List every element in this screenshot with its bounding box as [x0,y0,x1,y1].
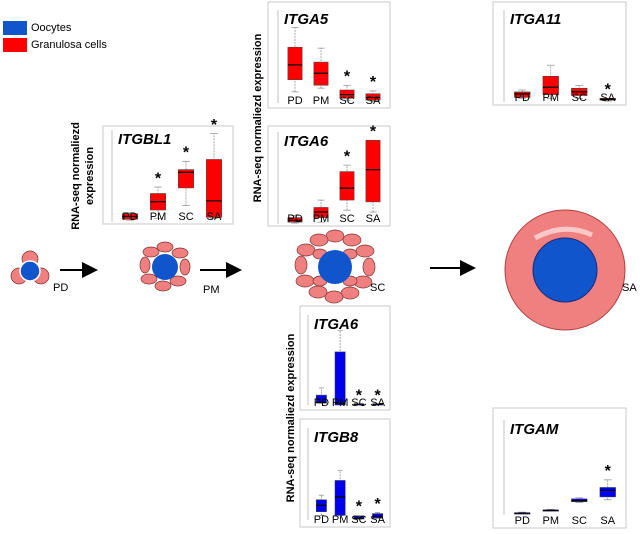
y-axis-label: RNA-seq normaliezd expression [285,333,297,502]
box [339,171,355,201]
x-tick-label: PD [515,92,530,104]
stage-label: PM [203,284,220,296]
significance-star: * [375,387,382,404]
x-tick-label: PM [313,213,330,225]
legend-swatch [3,21,27,35]
follicle-diagram [10,209,626,331]
panel-title: ITGAM [510,421,559,438]
y-axis-label: expression [84,147,96,205]
panel-title: ITGA6 [284,133,329,150]
significance-star: * [370,123,377,140]
x-tick-label: SA [370,514,385,526]
x-tick-label: PD [287,213,302,225]
box [365,140,381,203]
x-tick-label: SC [572,92,587,104]
box [206,159,222,218]
x-tick-label: PM [543,515,560,527]
box [178,169,194,189]
box [315,394,327,404]
panel-frame [492,407,627,529]
box [542,75,559,95]
x-tick-label: SC [339,213,354,225]
x-tick-label: SA [370,397,385,409]
panel-frame [492,1,627,106]
x-tick-label: SA [366,95,381,107]
significance-star: * [356,499,363,516]
x-tick-label: SA [207,211,222,223]
significance-star: * [211,117,218,134]
y-axis-label: RNA-seq normaliezd [70,122,82,230]
x-tick-label: SA [600,92,615,104]
box [334,351,346,406]
x-tick-label: SC [351,514,366,526]
panel-title: ITGB8 [314,429,359,446]
x-tick-label: SC [178,211,193,223]
panel-title: ITGBL1 [118,131,171,148]
significance-star: * [344,69,351,86]
x-tick-label: PD [122,211,137,223]
significance-star: * [183,144,190,161]
significance-star: * [370,74,377,91]
x-tick-label: PM [332,397,349,409]
x-tick-label: PM [332,514,349,526]
x-tick-label: PM [543,92,560,104]
x-tick-label: SC [351,397,366,409]
legend-label: Granulosa cells [31,39,107,51]
legend: Oocytes Granulosa cells [3,21,107,52]
stage-label: SC [370,282,385,294]
box [334,480,346,516]
x-tick-label: PD [314,514,329,526]
x-tick-label: SA [600,515,615,527]
significance-star: * [344,148,351,165]
x-tick-label: PM [150,211,167,223]
x-tick-label: PD [314,397,329,409]
x-tick-label: SC [339,95,354,107]
legend-swatch [3,38,27,52]
x-tick-label: PD [287,95,302,107]
x-tick-label: SC [572,515,587,527]
panel-title: ITGA6 [314,316,359,333]
significance-star: * [605,82,612,99]
significance-star: * [375,496,382,513]
significance-star: * [605,463,612,480]
x-tick-label: PM [313,95,330,107]
x-tick-label: PD [515,515,530,527]
box [287,46,303,80]
x-tick-label: SA [366,213,381,225]
box [599,487,616,498]
stage-label: PD [53,282,68,294]
significance-star: * [155,170,162,187]
stage-label: SA [622,282,637,294]
panel-title: ITGA11 [510,11,561,28]
y-axis-label: RNA-seq normaliezd expression [252,33,264,202]
significance-star: * [356,387,363,404]
legend-label: Oocytes [31,22,72,34]
panel-title: ITGA5 [284,11,329,28]
box [514,91,531,98]
